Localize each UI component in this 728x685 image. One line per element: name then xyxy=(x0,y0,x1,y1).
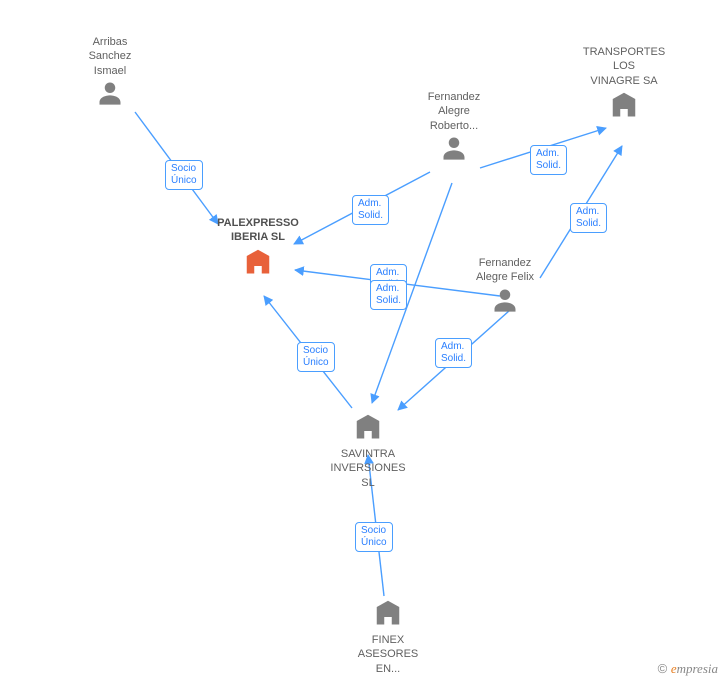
node-company-palexpresso[interactable]: PALEXPRESSO IBERIA SL xyxy=(208,216,308,282)
node-label: SAVINTRA INVERSIONES SL xyxy=(318,447,418,490)
person-icon xyxy=(96,78,124,113)
edge-label-e8: Socio Único xyxy=(297,342,335,372)
edge-label-e5: Adm. Solid. xyxy=(570,203,607,233)
node-person-arribas[interactable]: Arribas Sanchez Ismael xyxy=(60,35,160,113)
edge-label-e3: Adm. Solid. xyxy=(530,145,567,175)
node-label: Fernandez Alegre Roberto... xyxy=(404,90,504,133)
node-person-felix[interactable]: Fernandez Alegre Felix xyxy=(455,256,555,320)
node-label: PALEXPRESSO IBERIA SL xyxy=(208,216,308,245)
person-icon xyxy=(491,285,519,320)
edge-label-e6: Adm. Solid. xyxy=(370,280,407,310)
diagram-canvas: Arribas Sanchez Ismael Fernandez Alegre … xyxy=(0,0,728,685)
copyright-symbol: © xyxy=(658,661,668,676)
node-label: FINEX ASESORES EN... xyxy=(338,633,438,676)
edge-label-e7: Adm. Solid. xyxy=(435,338,472,368)
company-icon xyxy=(609,88,639,125)
edge-label-e1: Socio Único xyxy=(165,160,203,190)
node-label: Arribas Sanchez Ismael xyxy=(60,35,160,78)
person-icon xyxy=(440,133,468,168)
company-icon xyxy=(373,596,403,633)
company-icon xyxy=(353,410,383,447)
node-label: Fernandez Alegre Felix xyxy=(455,256,555,285)
node-company-transportes[interactable]: TRANSPORTES LOS VINAGRE SA xyxy=(574,45,674,125)
node-company-savintra[interactable]: SAVINTRA INVERSIONES SL xyxy=(318,410,418,490)
node-company-finex[interactable]: FINEX ASESORES EN... xyxy=(338,596,438,676)
node-label: TRANSPORTES LOS VINAGRE SA xyxy=(574,45,674,88)
node-person-roberto[interactable]: Fernandez Alegre Roberto... xyxy=(404,90,504,168)
watermark: © empresia xyxy=(658,661,718,677)
edge-label-e9: Socio Único xyxy=(355,522,393,552)
edge-label-e2: Adm. Solid. xyxy=(352,195,389,225)
brand-rest: mpresia xyxy=(677,661,718,676)
company-icon xyxy=(243,245,273,282)
